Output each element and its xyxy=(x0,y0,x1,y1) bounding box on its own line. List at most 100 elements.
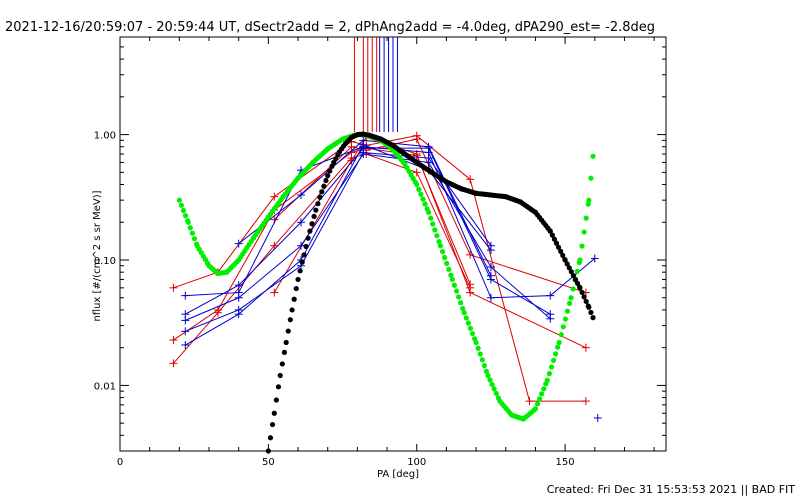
blue-series-group xyxy=(181,136,602,422)
green-fit-point xyxy=(465,320,471,326)
green-fit-point xyxy=(562,316,569,322)
black-fit-point xyxy=(577,285,583,291)
green-fit-point xyxy=(185,219,191,225)
black-fit-point xyxy=(588,309,594,316)
green-fit-point xyxy=(442,254,448,261)
black-fit-point xyxy=(301,252,307,258)
green-fit-point xyxy=(541,386,547,392)
black-fit-point xyxy=(564,261,570,267)
blue-series-line-4 xyxy=(185,151,492,332)
x-tick-label: 100 xyxy=(407,457,426,468)
chart-title: 2021-12-16/20:59:07 - 20:59:44 UT, dSect… xyxy=(5,20,655,35)
green-fit-point xyxy=(178,202,185,208)
blue-series-plus-marker xyxy=(234,281,243,290)
green-fit-point xyxy=(548,364,555,370)
green-fit-point xyxy=(483,368,490,374)
black-fit-point xyxy=(285,328,291,334)
red-series-plus-marker xyxy=(525,397,534,406)
black-fit-point xyxy=(293,285,299,292)
black-fit-point xyxy=(566,265,572,271)
green-fit-point xyxy=(579,243,585,249)
green-fit-point xyxy=(570,286,576,292)
black-fit-point xyxy=(572,276,579,283)
black-fit-point xyxy=(581,294,587,300)
black-fit-point xyxy=(291,296,297,302)
green-fit-point xyxy=(420,196,426,202)
green-fit-point xyxy=(467,325,474,331)
green-fit-point xyxy=(493,390,499,397)
green-fit-point xyxy=(180,207,187,214)
green-fit-point xyxy=(544,377,550,383)
x-tick-label: 0 xyxy=(117,457,123,468)
red-series-plus-marker xyxy=(347,142,356,151)
green-fit-point xyxy=(583,215,589,221)
footer-text: Created: Fri Dec 31 15:53:53 2021 || BAD… xyxy=(547,483,796,496)
black-fit-point xyxy=(273,397,279,403)
green-fit-point xyxy=(451,282,458,288)
green-fit-point xyxy=(463,315,469,321)
black-fit-point xyxy=(568,269,574,275)
green-fit-point xyxy=(176,197,182,203)
black-fit-point xyxy=(553,240,560,246)
red-series-plus-marker xyxy=(169,283,178,292)
y-axis: 0.01 0.10 1.00 xyxy=(94,46,666,436)
green-fit-point xyxy=(588,175,594,181)
blue-series-plus-marker xyxy=(297,190,306,199)
green-fit-point xyxy=(550,357,557,364)
red-series-plus-marker xyxy=(466,288,475,297)
black-fit-point xyxy=(560,252,566,258)
x-tick-label: 150 xyxy=(556,457,575,468)
x-axis-label: PA [deg] xyxy=(377,469,419,480)
black-fit-point xyxy=(574,280,581,286)
green-fit-point xyxy=(414,181,420,188)
red-series-plus-marker xyxy=(270,241,279,250)
blue-series-plus-marker xyxy=(486,246,495,255)
red-series-plus-marker xyxy=(169,359,178,368)
red-series-plus-marker xyxy=(581,397,590,406)
green-fit-point xyxy=(187,225,193,231)
blue-series-plus-marker xyxy=(546,314,555,323)
green-fit-point xyxy=(436,238,442,245)
green-fit-point xyxy=(439,249,446,255)
green-fit-point xyxy=(422,201,428,207)
black-fit-point xyxy=(307,228,313,234)
red-series-plus-marker xyxy=(412,168,421,177)
green-fit-point xyxy=(189,230,196,236)
green-fit-point xyxy=(473,339,479,346)
green-fit-point xyxy=(416,186,422,192)
red-series-plus-marker xyxy=(270,288,279,297)
green-fit-point xyxy=(434,233,440,239)
blue-series-plus-marker xyxy=(234,310,243,319)
blue-series-plus-marker xyxy=(359,136,368,145)
black-fit-point xyxy=(315,201,321,207)
black-fit-point xyxy=(590,315,596,321)
black-fit-point xyxy=(555,244,562,250)
blue-series-plus-marker xyxy=(234,293,243,302)
green-fit-point xyxy=(444,260,450,267)
green-fit-point xyxy=(469,330,476,337)
blue-series-line-5 xyxy=(185,144,492,346)
black-fit-curve xyxy=(265,131,596,454)
red-series-plus-marker xyxy=(213,308,222,317)
black-fit-point xyxy=(549,232,555,238)
black-fit-point xyxy=(562,257,568,263)
blue-series-plus-marker xyxy=(546,291,555,300)
red-series-plus-marker xyxy=(466,175,475,184)
green-fit-point xyxy=(487,377,493,383)
black-fit-point xyxy=(327,168,333,174)
black-fit-point xyxy=(277,372,283,379)
blue-series-plus-marker xyxy=(181,291,190,300)
green-fit-point xyxy=(586,197,592,203)
black-fit-point xyxy=(321,183,327,189)
blue-series-plus-marker xyxy=(590,254,599,263)
green-fit-point xyxy=(560,324,566,330)
black-fit-point xyxy=(265,448,271,454)
green-fit-point xyxy=(191,236,198,242)
black-fit-point xyxy=(586,304,592,310)
green-fit-point xyxy=(461,310,467,316)
blue-series-plus-marker xyxy=(424,142,433,151)
green-fit-point xyxy=(489,381,495,388)
y-tick-label: 0.01 xyxy=(94,381,116,392)
blue-series-plus-marker xyxy=(181,341,190,350)
green-fit-point xyxy=(581,229,587,235)
